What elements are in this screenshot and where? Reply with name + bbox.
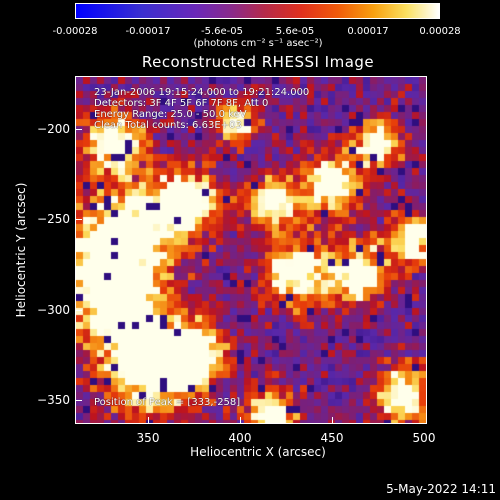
- y-tick-mark: [76, 400, 82, 401]
- y-tick-label: −300: [37, 303, 70, 317]
- colorbar-tick: -0.00017: [125, 26, 171, 37]
- colorbar-tick: -0.00028: [52, 26, 98, 37]
- colorbar-tick: 5.6e-05: [275, 26, 315, 37]
- rhessi-heatmap: [76, 77, 426, 423]
- y-tick-label: −350: [37, 393, 70, 407]
- y-axis-label: Heliocentric Y (arcsec): [14, 182, 28, 318]
- info-time-range: 23-Jan-2006 19:15:24.000 to 19:21:24.000: [94, 87, 310, 98]
- x-axis-label: Heliocentric X (arcsec): [190, 445, 326, 459]
- timestamp: 5-May-2022 14:11: [386, 482, 496, 496]
- x-tick-mark: [240, 417, 241, 423]
- y-tick-mark: [76, 219, 82, 220]
- x-tick-label: 400: [228, 431, 252, 445]
- colorbar-tick: -5.6e-05: [201, 26, 243, 37]
- colorbar-unit: (photons cm⁻² s⁻¹ asec⁻²): [193, 38, 323, 49]
- info-energy-range: Energy Range: 25.0 - 50.0 keV: [94, 109, 247, 120]
- y-tick-label: −200: [37, 122, 70, 136]
- y-tick-mark: [76, 310, 82, 311]
- y-tick-label: −250: [37, 212, 70, 226]
- info-detectors: Detectors: 3F 4F 5F 6F 7F 8F, Att 0: [94, 98, 269, 109]
- colorbar-tick: 0.00028: [419, 26, 461, 37]
- x-tick-label: 350: [136, 431, 160, 445]
- info-peak-position: Position of Peak = [333,-258]: [94, 397, 241, 408]
- y-tick-mark: [76, 129, 82, 130]
- colorbar: [75, 3, 440, 19]
- x-tick-mark: [148, 417, 149, 423]
- image-plot[interactable]: [75, 76, 427, 424]
- plot-title: Reconstructed RHESSI Image: [141, 53, 375, 71]
- info-total-counts: Clean Total counts: 6.63E+03: [94, 120, 242, 131]
- x-tick-mark: [332, 417, 333, 423]
- colorbar-tick: 0.00017: [347, 26, 389, 37]
- x-tick-label: 500: [412, 431, 436, 445]
- x-tick-label: 450: [320, 431, 344, 445]
